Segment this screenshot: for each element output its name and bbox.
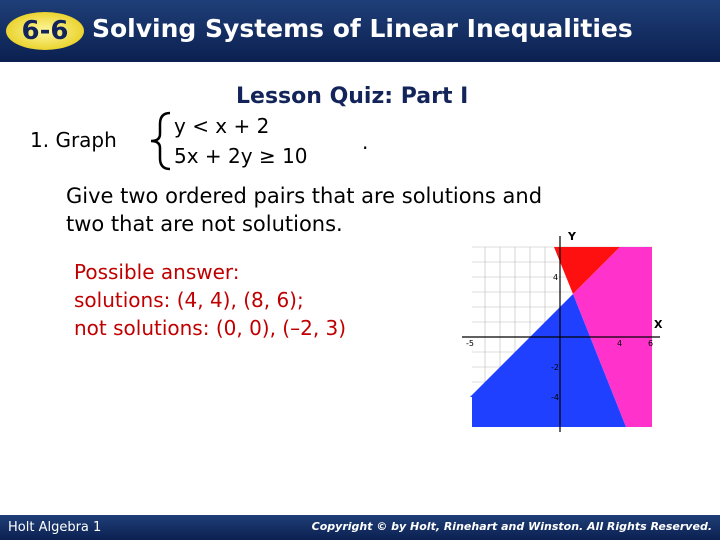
brace [150, 111, 171, 171]
end-mark: . [362, 130, 369, 154]
footer-right: Copyright © by Holt, Rinehart and Winsto… [311, 520, 712, 533]
tick-label: -2 [551, 363, 559, 372]
inequality: 5x + 2y ≥ 10 [174, 144, 308, 168]
tick-label: -5 [466, 339, 474, 348]
tick-label: 4 [553, 273, 558, 282]
prompt-line: two that are not solutions. [66, 212, 343, 236]
axis-label: X [654, 318, 663, 331]
footer-left: Holt Algebra 1 [8, 520, 102, 535]
header-title: Solving Systems of Linear Inequalities [92, 14, 633, 43]
tick-label: -4 [551, 393, 559, 402]
inequality: y < x + 2 [174, 114, 270, 138]
quiz-title: Lesson Quiz: Part I [236, 84, 469, 109]
answer-line: not solutions: (0, 0), (–2, 3) [74, 316, 347, 340]
tick-label: 6 [648, 339, 653, 348]
problem-label: 1. Graph [30, 128, 117, 152]
footer: Holt Algebra 1 Copyright © by Holt, Rine… [0, 515, 720, 540]
region [470, 294, 626, 427]
region [554, 247, 620, 294]
answer-line: solutions: (4, 4), (8, 6); [74, 288, 304, 312]
header: 6-6 Solving Systems of Linear Inequaliti… [0, 0, 720, 62]
lesson-badge: 6-6 [6, 12, 84, 50]
axis-label: Y [567, 230, 577, 243]
tick-label: 4 [617, 339, 622, 348]
answer-line: Possible answer: [74, 260, 240, 284]
prompt-line: Give two ordered pairs that are solution… [66, 184, 543, 208]
